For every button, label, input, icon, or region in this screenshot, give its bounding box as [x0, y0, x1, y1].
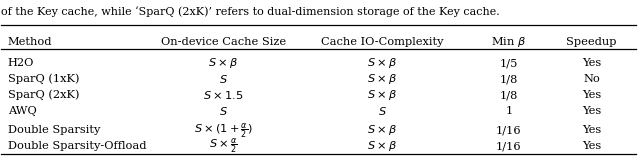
Text: SparQ (1xK): SparQ (1xK) — [8, 74, 79, 84]
Text: Double Sparsity-Offload: Double Sparsity-Offload — [8, 141, 146, 151]
Text: 1/16: 1/16 — [496, 141, 522, 151]
Text: AWQ: AWQ — [8, 106, 36, 116]
Text: Yes: Yes — [582, 125, 601, 135]
Text: Cache IO-Complexity: Cache IO-Complexity — [321, 37, 444, 47]
Text: $S \times \beta$: $S \times \beta$ — [367, 88, 397, 102]
Text: No: No — [583, 74, 600, 84]
Text: Min $\beta$: Min $\beta$ — [492, 35, 527, 49]
Text: $S \times \beta$: $S \times \beta$ — [367, 123, 397, 137]
Text: $S \times \beta$: $S \times \beta$ — [209, 56, 239, 70]
Text: of the Key cache, while ‘SparQ (2xK)’ refers to dual-dimension storage of the Ke: of the Key cache, while ‘SparQ (2xK)’ re… — [1, 6, 500, 16]
Text: H2O: H2O — [8, 58, 34, 68]
Text: 1: 1 — [506, 106, 513, 116]
Text: $S \times \frac{\alpha}{2}$: $S \times \frac{\alpha}{2}$ — [209, 137, 237, 155]
Text: On-device Cache Size: On-device Cache Size — [161, 37, 286, 47]
Text: Double Sparsity: Double Sparsity — [8, 125, 100, 135]
Text: $S \times \beta$: $S \times \beta$ — [367, 139, 397, 153]
Text: Yes: Yes — [582, 58, 601, 68]
Text: $S \times \beta$: $S \times \beta$ — [367, 56, 397, 70]
Text: $S$: $S$ — [219, 73, 228, 85]
Text: $S \times 1.5$: $S \times 1.5$ — [204, 89, 244, 101]
Text: $S$: $S$ — [378, 105, 387, 117]
Text: 1/16: 1/16 — [496, 125, 522, 135]
Text: 1/8: 1/8 — [500, 74, 518, 84]
Text: Yes: Yes — [582, 141, 601, 151]
Text: Speedup: Speedup — [566, 37, 617, 47]
Text: Yes: Yes — [582, 90, 601, 100]
Text: 1/5: 1/5 — [500, 58, 518, 68]
Text: SparQ (2xK): SparQ (2xK) — [8, 90, 79, 100]
Text: $S$: $S$ — [219, 105, 228, 117]
Text: $S \times \beta$: $S \times \beta$ — [367, 72, 397, 86]
Text: Method: Method — [8, 37, 52, 47]
Text: Yes: Yes — [582, 106, 601, 116]
Text: $S \times (1 + \frac{\alpha}{2})$: $S \times (1 + \frac{\alpha}{2})$ — [194, 121, 253, 140]
Text: 1/8: 1/8 — [500, 90, 518, 100]
